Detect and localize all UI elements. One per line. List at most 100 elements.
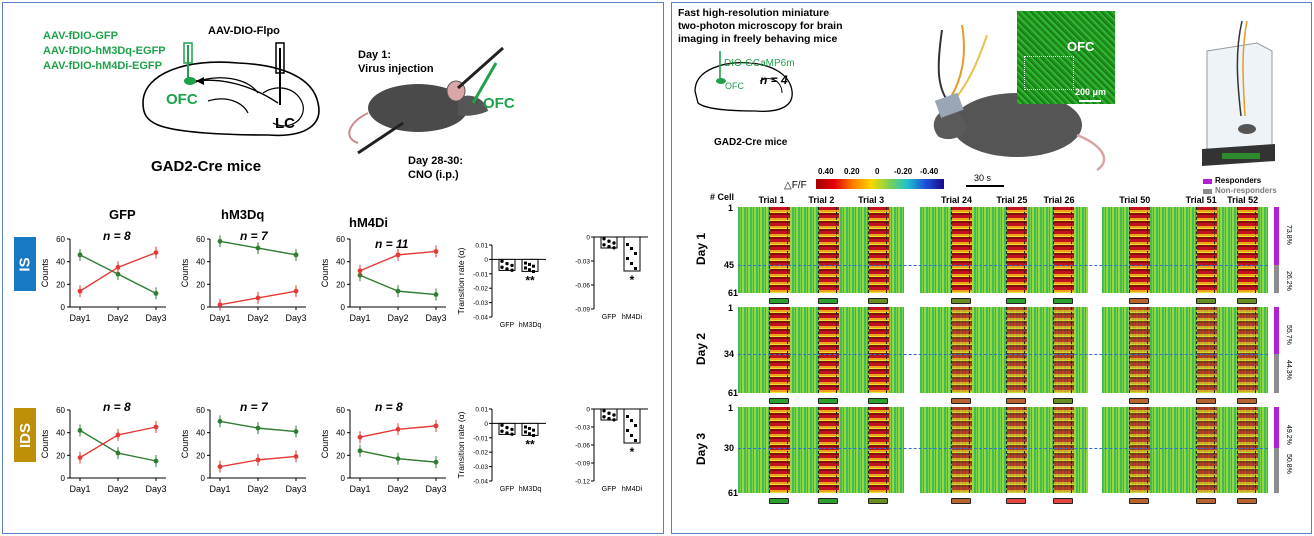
trial-offset-line: [786, 407, 788, 493]
group-title-gfp: GFP: [109, 207, 136, 222]
trial-onset-line: [1006, 207, 1008, 293]
trial-onset-line: [950, 207, 952, 293]
trial-bar: [818, 398, 839, 404]
response-band: [769, 307, 790, 393]
y-tick-label: -0.09: [575, 307, 590, 314]
data-point: [293, 252, 299, 258]
responder-divider: [738, 265, 1268, 267]
point-treatment: [532, 433, 535, 437]
trial-offset-line: [1255, 307, 1257, 393]
y-tick-label: 20: [336, 280, 345, 289]
responder-sidebar: [1274, 407, 1279, 449]
trial-onset-line: [1053, 307, 1055, 393]
point-treatment: [528, 268, 531, 272]
trial-onset-line: [1195, 207, 1197, 293]
point-treatment: [634, 424, 637, 427]
trial-onset-line: [950, 307, 952, 393]
line-chart-is-gfp: 0 20 40 60 Day1 Day2 Day3 Counts: [40, 235, 167, 323]
point-treatment: [524, 425, 527, 429]
y-tick-label: -0.03: [473, 300, 488, 307]
point-treatment: [532, 428, 535, 432]
data-point: [153, 291, 159, 296]
non-responder-percent: 44.3%: [1285, 360, 1292, 381]
cell-tick: 45: [724, 260, 735, 271]
trial-onset-line: [1129, 207, 1131, 293]
trial-bar: [1006, 298, 1027, 304]
bar-treatment: [623, 408, 641, 444]
mouse-injection-illustration: [348, 46, 504, 155]
non-responder-sidebar: [1274, 354, 1279, 393]
trial-bar: [1129, 398, 1150, 404]
trial-onset-line: [1129, 407, 1131, 493]
point-control: [510, 432, 514, 436]
point-treatment: [634, 267, 637, 270]
n-mice-label: n = 4: [760, 73, 788, 87]
responder-sidebar: [1274, 307, 1279, 355]
legend-non-swatch: [1203, 189, 1212, 194]
x-label-treatment: hM3Dq: [519, 486, 542, 493]
point-control: [607, 411, 611, 415]
trial-label: Trial 1: [758, 195, 785, 205]
y-axis-label: Counts: [320, 258, 330, 287]
x-label-treatment: hM4Di: [622, 486, 643, 493]
y-tick-label: 0: [201, 303, 206, 312]
cb-tick-2: 0: [875, 167, 880, 176]
trial-onset-line: [950, 407, 952, 493]
x-label-control: GFP: [602, 486, 617, 493]
responder-divider: [738, 448, 1268, 450]
day-label: Day 2: [694, 332, 708, 365]
y-tick-label: 60: [56, 406, 65, 415]
trial-offset-line: [836, 307, 838, 393]
y-tick-label: -0.02: [473, 286, 488, 293]
data-point: [433, 249, 439, 254]
y-axis-label: Counts: [320, 429, 330, 458]
heatmap-block: [738, 207, 904, 293]
trial-label: Trial 25: [996, 195, 1028, 205]
data-point: [433, 423, 439, 429]
trial-offset-line: [786, 307, 788, 393]
data-point: [293, 288, 299, 294]
x-tick-label: Day1: [349, 484, 370, 494]
point-control: [505, 425, 509, 430]
trial-bar: [1053, 398, 1074, 404]
data-point: [115, 264, 121, 270]
trial-offset-line: [1213, 407, 1215, 493]
cb-tick-4: -0.40: [920, 167, 939, 176]
cell-tick: 1: [728, 203, 734, 213]
point-treatment: [626, 243, 629, 246]
data-point: [153, 458, 159, 464]
trial-offset-line: [836, 407, 838, 493]
trial-onset-line: [868, 207, 870, 293]
heatmap-block: [920, 407, 1088, 493]
response-band: [869, 207, 890, 293]
y-tick-label: -0.04: [473, 479, 488, 486]
trial-bar: [1053, 298, 1074, 304]
y-tick-label: -0.04: [473, 315, 488, 322]
y-tick-label: 0.01: [475, 243, 488, 250]
point-control: [500, 429, 504, 433]
response-band: [1130, 207, 1151, 293]
trial-offset-line: [968, 307, 970, 393]
data-point: [357, 268, 363, 274]
trial-offset-line: [1147, 407, 1149, 493]
response-band: [1196, 407, 1217, 493]
legend-responders: Responders: [1215, 176, 1262, 185]
cell-tick: 34: [724, 349, 735, 360]
line-chart-ids-hm3dq: 0 20 40 60 Day1 Day2 Day3 Counts: [180, 406, 307, 494]
trial-bar: [950, 398, 971, 404]
trial-bar: [868, 398, 889, 404]
point-treatment: [528, 426, 531, 430]
y-tick-label: 0: [484, 257, 488, 264]
significance-mark: *: [630, 445, 635, 459]
trial-bar: [1129, 298, 1150, 304]
y-axis-label: Counts: [40, 429, 50, 458]
brain-schematic: [694, 51, 793, 112]
group-title-hm4di: hM4Di: [349, 215, 388, 230]
heatmap-block: [1102, 407, 1268, 493]
left-panel: AAV-fDIO-GFP AAV-fDIO-hM3Dq-EGFP AAV-fDI…: [2, 2, 664, 534]
mouse-line-label: GAD2-Cre mice: [151, 158, 262, 175]
data-point: [77, 252, 83, 258]
point-treatment: [634, 252, 637, 255]
day1-label: Day 1:: [358, 49, 392, 61]
point-treatment: [528, 262, 531, 266]
